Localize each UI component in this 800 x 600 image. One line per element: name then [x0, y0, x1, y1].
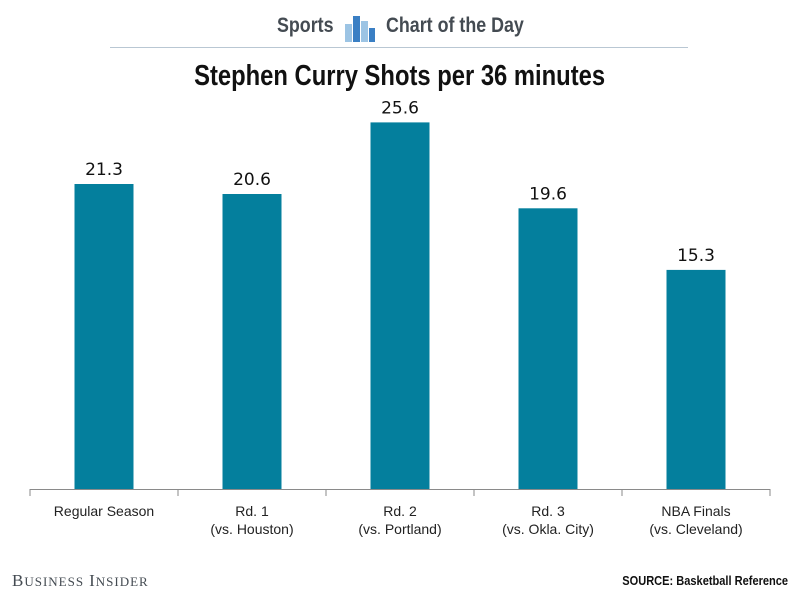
chart-title: Stephen Curry Shots per 36 minutes	[194, 60, 606, 92]
bar-3	[518, 208, 578, 490]
header-chart-of-the-day-label: Chart of the Day	[386, 14, 524, 37]
category-label-1: Rd. 1 (vs. Houston)	[210, 503, 293, 537]
category-label-2: Rd. 2 (vs. Portland)	[358, 503, 441, 537]
header-divider	[110, 47, 688, 48]
bar-2	[370, 122, 430, 490]
header-sports-label: Sports	[277, 14, 334, 37]
bar-0	[74, 184, 134, 489]
source-note: SOURCE: Basketball Reference	[622, 573, 788, 588]
category-label-0: Regular Season	[54, 503, 154, 519]
labels-layer: 21.3 Regular Season 20.6 Rd. 1 (vs. Houston)…	[54, 98, 743, 537]
value-label-3: 19.6	[529, 184, 567, 204]
category-label-3: Rd. 3 (vs. Okla. City)	[502, 503, 594, 537]
category-label-4: NBA Finals (vs. Cleveland)	[649, 503, 742, 537]
value-label-1: 20.6	[233, 170, 271, 190]
value-label-4: 15.3	[677, 246, 715, 266]
bar-4	[666, 269, 726, 489]
bars-layer	[74, 122, 726, 490]
bar-1	[222, 194, 282, 489]
chart-header: Sports Chart of the Day	[0, 12, 800, 48]
bar-chart-icon	[345, 16, 375, 42]
x-axis	[29, 489, 771, 496]
value-label-2: 25.6	[381, 98, 419, 118]
value-label-0: 21.3	[85, 160, 123, 180]
business-insider-logo: BUSINESS INSIDER	[12, 571, 149, 590]
